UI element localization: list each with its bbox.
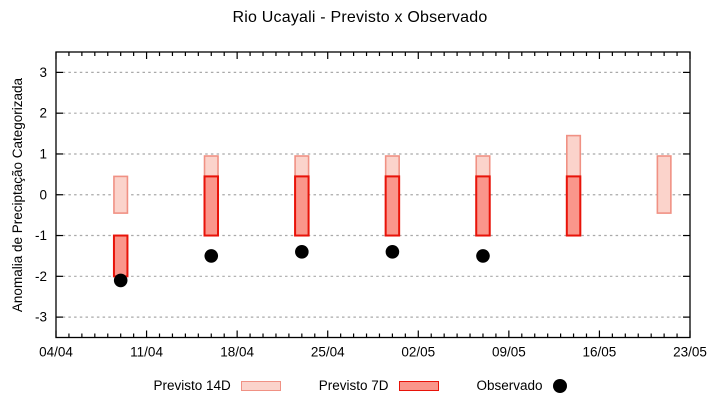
legend-item-previsto-14d: Previsto 14D — [153, 378, 281, 393]
bar-previsto-14d-09-04 — [113, 175, 129, 214]
legend-item-observado: Observado — [477, 378, 567, 393]
observado-dot-icon — [552, 378, 567, 393]
dot-observado-30-04 — [385, 245, 400, 259]
bar-previsto-7d-23-04 — [294, 175, 310, 237]
svg-text:11/04: 11/04 — [130, 345, 163, 360]
legend-item-previsto-7d: Previsto 7D — [319, 378, 439, 393]
svg-text:09/05: 09/05 — [492, 345, 526, 360]
dot-observado-23-04 — [295, 245, 309, 259]
svg-text:25/04: 25/04 — [311, 345, 345, 360]
bar-previsto-7d-07-05 — [475, 175, 491, 237]
legend-label-previsto-14d: Previsto 14D — [153, 378, 231, 393]
svg-text:04/04: 04/04 — [39, 345, 73, 360]
svg-text:23/05: 23/05 — [673, 345, 707, 360]
svg-text:1: 1 — [39, 146, 47, 161]
svg-text:0: 0 — [39, 187, 47, 202]
svg-text:3: 3 — [39, 65, 47, 80]
svg-text:-1: -1 — [35, 228, 47, 243]
bar-previsto-7d-16-04 — [203, 175, 220, 237]
legend: Previsto 14D Previsto 7D Observado — [0, 378, 720, 393]
svg-text:02/05: 02/05 — [401, 345, 435, 360]
bar-previsto-14d-21-05 — [656, 155, 672, 214]
svg-text:-2: -2 — [35, 269, 47, 284]
legend-label-observado: Observado — [476, 378, 543, 393]
bar-previsto-7d-14-05 — [565, 175, 582, 237]
svg-text:2: 2 — [39, 106, 47, 121]
legend-label-previsto-7d: Previsto 7D — [318, 378, 389, 393]
dot-observado-16-04 — [204, 249, 219, 263]
previsto-14d-swatch-icon — [240, 380, 281, 391]
svg-text:-3: -3 — [35, 310, 47, 325]
bar-previsto-7d-09-04 — [112, 234, 129, 278]
dot-observado-07-05 — [476, 249, 490, 263]
previsto-7d-swatch-icon — [398, 380, 439, 391]
dot-observado-09-04 — [113, 273, 128, 288]
bar-previsto-7d-30-04 — [384, 175, 401, 237]
svg-text:16/05: 16/05 — [583, 345, 617, 360]
chart-title: Rio Ucayali - Previsto x Observado — [232, 9, 488, 26]
svg-text:18/04: 18/04 — [220, 345, 254, 360]
